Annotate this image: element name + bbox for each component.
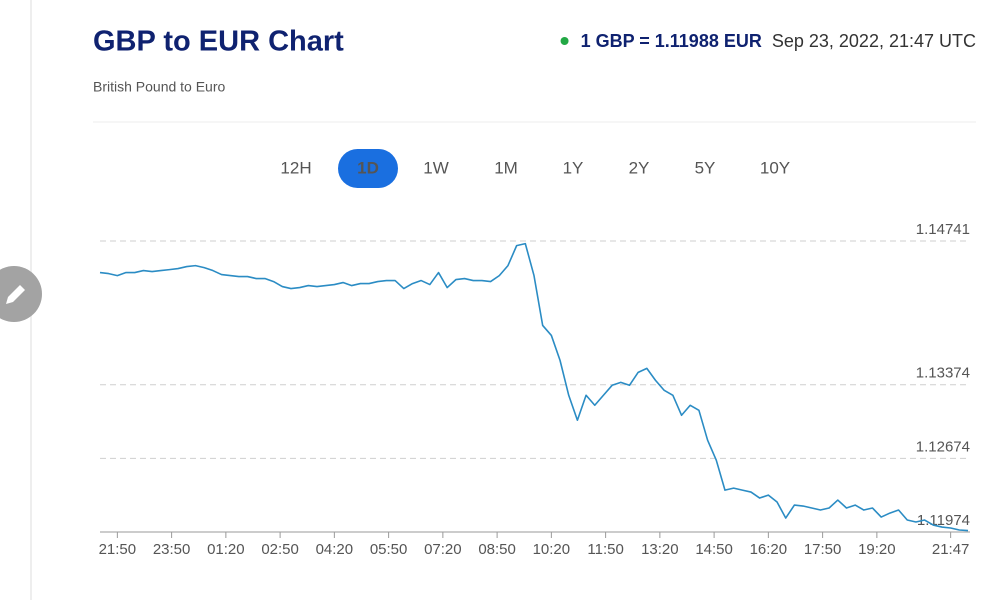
range-tabs: 12H 1D 1W 1M 1Y 2Y 5Y 10Y: [280, 149, 790, 188]
y-tick-label: 1.11974: [917, 512, 970, 529]
rate-line: 1 GBP = 1.11988 EUR Sep 23, 2022, 21:47 U…: [581, 31, 976, 51]
x-tick-label: 19:20: [858, 541, 896, 558]
x-tick-label: 21:50: [99, 541, 137, 558]
y-tick-label: 1.13374: [916, 365, 970, 382]
tab-label[interactable]: 1M: [494, 158, 518, 177]
range-tab[interactable]: 12H: [280, 158, 311, 177]
chart: 1.14741 1.13374 1.12674 1.11974 21:50 23:50 01…: [99, 221, 970, 558]
pencil-icon: [6, 285, 25, 304]
x-tick-label: 11:50: [587, 541, 623, 558]
x-tick-label: 04:20: [316, 541, 354, 558]
tab-label[interactable]: 5Y: [695, 158, 716, 177]
rate-line: [99, 242, 969, 532]
y-tick-label: 1.12674: [916, 438, 970, 455]
x-tick-label: 16:20: [750, 541, 788, 558]
active-tab-pill[interactable]: [338, 149, 398, 188]
x-tick-label: 17:50: [804, 541, 842, 558]
range-tab[interactable]: 1W: [423, 158, 449, 177]
tab-label[interactable]: 12H: [280, 158, 311, 177]
tab-label[interactable]: 1W: [423, 158, 449, 177]
range-tab[interactable]: 2Y: [629, 158, 650, 177]
subtitle: British Pound to Euro: [93, 79, 226, 95]
page-title: GBP to EUR Chart: [93, 26, 344, 58]
tab-label[interactable]: 1D: [357, 158, 379, 177]
timestamp: Sep 23, 2022, 21:47 UTC: [772, 31, 976, 51]
x-tick-label: 10:20: [533, 541, 571, 558]
range-tab[interactable]: 1Y: [563, 158, 584, 177]
x-tick-label: 02:50: [261, 541, 299, 558]
x-tick-label: 23:50: [153, 541, 191, 558]
tab-label[interactable]: 2Y: [629, 158, 650, 177]
rate: 1 GBP = 1.11988 EUR: [581, 31, 762, 51]
edit-button[interactable]: [0, 266, 42, 322]
live-dot: [560, 37, 569, 45]
y-tick-label: 1.14741: [916, 221, 970, 238]
tab-label[interactable]: 10Y: [760, 158, 790, 177]
x-tick-label: 21:47: [932, 541, 970, 558]
range-tab[interactable]: 5Y: [695, 158, 716, 177]
x-tick-label: 14:50: [695, 541, 733, 558]
range-tab[interactable]: 10Y: [760, 158, 790, 177]
tab-label[interactable]: 1Y: [563, 158, 584, 177]
x-tick-label: 07:20: [424, 541, 462, 558]
x-tick-label: 08:50: [478, 541, 516, 558]
range-tab[interactable]: 1D: [338, 149, 398, 188]
x-tick-label: 01:20: [207, 541, 245, 558]
x-tick-label: 05:50: [370, 541, 408, 558]
range-tab[interactable]: 1M: [494, 158, 518, 177]
x-tick-label: 13:20: [641, 541, 679, 558]
